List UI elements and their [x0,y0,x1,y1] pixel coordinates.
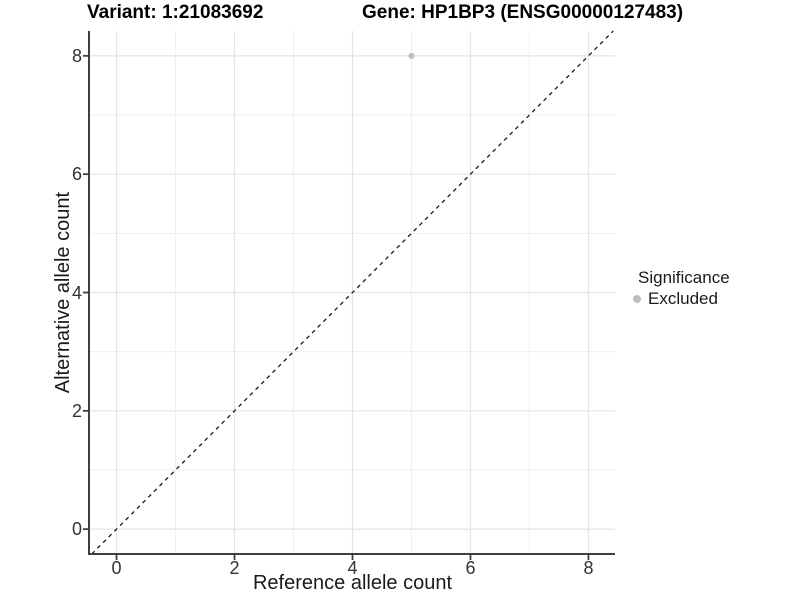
data-point [408,52,415,59]
y-axis-title: Alternative allele count [50,31,76,554]
legend-item-label: Excluded [648,289,718,308]
gene-title: Gene: HP1BP3 (ENSG00000127483) [362,2,684,23]
variant-title: Variant: 1:21083692 [87,2,264,23]
identity-line [91,30,614,555]
y-axis-title-text: Alternative allele count [51,191,74,394]
legend-key [628,291,645,308]
legend-item-excluded: Excluded [628,289,730,309]
axis-ticks [83,54,590,560]
legend: Significance Excluded [628,268,730,309]
legend-title: Significance [638,268,730,287]
data-points [408,52,415,59]
excluded-point-icon [632,295,641,303]
x-axis-title: Reference allele count [252,572,452,594]
